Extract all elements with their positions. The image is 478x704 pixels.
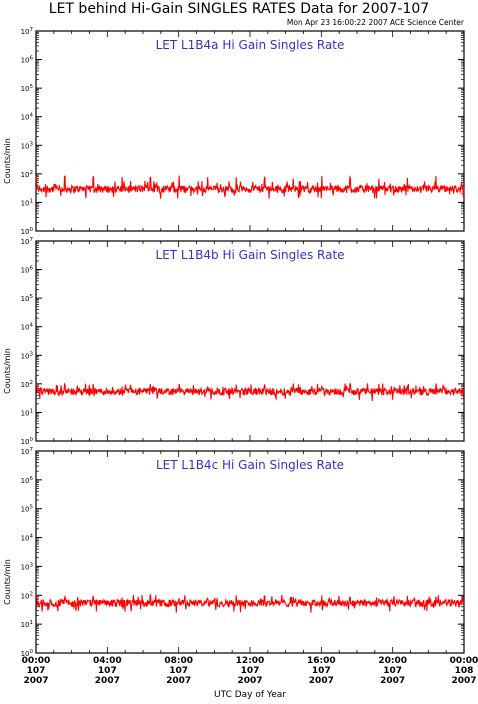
x-tick-label: 00:00 [22,656,51,666]
timestamp: Mon Apr 23 16:00:22 2007 ACE Science Cen… [286,18,464,27]
y-tick-label: 106 [21,266,34,275]
y-tick-label: 101 [21,198,33,207]
y-tick-label: 105 [21,294,34,303]
y-tick-label: 100 [21,437,34,446]
x-tick-label: 2007 [237,676,262,686]
y-tick-label: 103 [21,351,34,360]
plot-frame-3 [35,450,465,654]
y-tick-label: 101 [21,408,33,417]
y-tick-label: 102 [21,170,33,179]
panel-title-1: LET L1B4a Hi Gain Singles Rate [156,38,345,52]
y-tick-label: 104 [21,534,34,543]
x-tick-label: 04:00 [93,656,122,666]
data-series-1 [35,175,465,199]
y-tick-label: 105 [21,84,34,93]
y-axis-label: Counts/min [3,138,12,184]
x-tick-label: 2007 [451,676,476,686]
x-tick-label: 107 [27,666,46,676]
y-axis-label: Counts/min [3,348,12,394]
y-axis-label: Counts/min [3,559,12,605]
x-axis-label: UTC Day of Year [214,690,286,700]
x-tick-label: 20:00 [378,656,407,666]
y-tick-label: 103 [21,141,34,150]
y-tick-label: 107 [21,237,34,246]
x-tick-label: 107 [98,666,117,676]
x-tick-label: 2007 [166,676,191,686]
y-tick-label: 107 [21,27,34,36]
x-tick-label: 107 [312,666,331,676]
y-tick-label: 102 [21,380,33,389]
plot-frame-2 [35,240,465,442]
y-tick-label: 106 [21,476,34,485]
y-tick-label: 106 [21,56,34,65]
x-tick-label: 107 [169,666,188,676]
x-tick-label: 108 [455,666,474,676]
y-tick-label: 107 [21,447,34,456]
y-tick-label: 104 [21,323,34,332]
x-tick-label: 08:00 [164,656,193,666]
x-tick-label: 2007 [380,676,405,686]
x-tick-label: 107 [241,666,260,676]
plot-frame-1 [35,30,465,232]
chart-title: LET behind Hi-Gain SINGLES RATES Data fo… [48,1,430,17]
x-tick-label: 12:00 [236,656,265,666]
x-tick-label: 00:00 [450,656,478,666]
y-tick-label: 101 [21,620,33,629]
y-tick-label: 105 [21,505,34,514]
y-tick-label: 104 [21,113,34,122]
x-tick-label: 2007 [95,676,120,686]
data-series-2 [35,382,465,401]
y-tick-label: 103 [21,562,34,571]
x-tick-label: 16:00 [307,656,336,666]
y-tick-label: 100 [21,649,34,658]
y-tick-label: 100 [21,227,34,236]
y-tick-label: 102 [21,591,33,600]
panel-title-3: LET L1B4c Hi Gain Singles Rate [156,458,344,472]
data-series-3 [35,594,465,613]
x-tick-label: 2007 [23,676,48,686]
panel-title-2: LET L1B4b Hi Gain Singles Rate [155,248,344,262]
x-tick-label: 2007 [309,676,334,686]
x-tick-label: 107 [383,666,402,676]
